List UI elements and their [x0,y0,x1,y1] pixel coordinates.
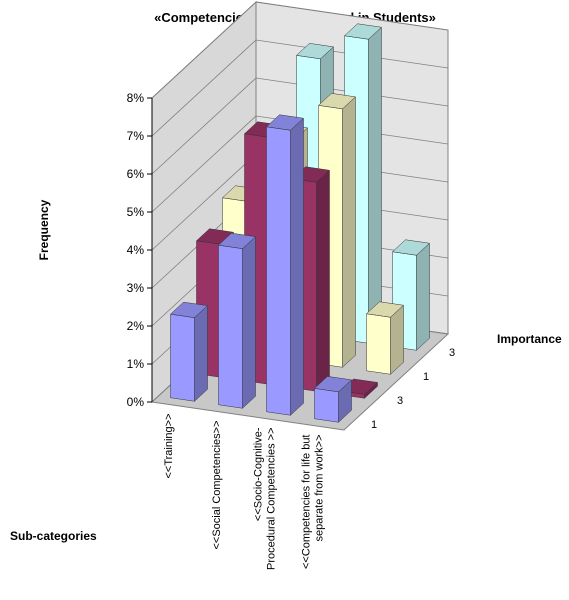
bar-top [313,376,353,393]
bar [169,301,209,402]
x-tick-label: <<Training>> [163,414,175,479]
y-tick-label: 1% [127,357,145,371]
depth-tick-label: 1 [423,371,429,383]
x-axis-label: Sub-categories [10,529,97,543]
y-tick-label: 7% [127,129,145,143]
y-tick-label: 5% [127,205,145,219]
bar [365,301,405,375]
bar [313,376,353,423]
depth-axis-label: Importance [497,332,562,346]
bar-side [242,236,256,409]
y-tick-label: 0% [127,395,145,409]
y-tick-label: 8% [127,91,145,105]
grid-line [151,115,449,213]
x-tick-label: Procedural Competencies >> [266,428,278,570]
bar-side [342,96,356,368]
bar-front [314,388,339,423]
bar-top [391,239,431,256]
bar-top [217,232,257,249]
bar-top [265,114,305,131]
depth-tick-label: 3 [397,395,403,407]
y-tick-label: 2% [127,319,145,333]
x-tick-label: separate from work>> [314,435,326,542]
bar-side [290,117,304,416]
y-tick-label: 3% [127,281,145,295]
bar-side [194,305,208,402]
bar [217,232,257,409]
bar-side [368,26,382,344]
bar-front [266,126,291,416]
x-tick-label: <<Social Competencies>> [211,421,223,550]
x-tick-label: <<Competencies for life but [301,435,313,570]
bar [265,114,305,416]
grid-line [151,1,449,99]
bar-front [170,313,195,402]
y-tick-label: 6% [127,167,145,181]
bar-top [169,301,209,318]
x-tick-label: <<Socio-Cognitive- [253,427,265,521]
bar-front [218,244,243,409]
y-axis-label: Frequency [37,199,51,260]
bar-top [343,23,383,40]
y-tick-label: 4% [127,243,145,257]
grid-line [151,39,449,137]
bar-side [416,242,430,351]
grid-line [151,77,449,175]
depth-tick-label: 1 [371,419,377,431]
depth-tick-label: 3 [449,347,455,359]
bar-top [295,43,335,60]
bar-top [365,301,405,318]
bar-side [316,169,330,392]
bar-top [317,93,357,110]
bar-front [366,313,391,375]
